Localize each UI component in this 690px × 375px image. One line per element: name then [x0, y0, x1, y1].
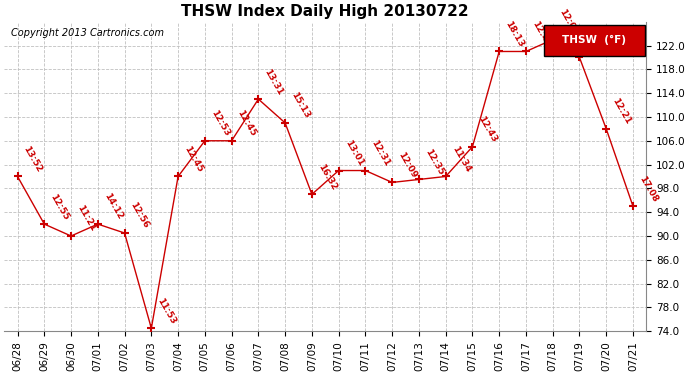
FancyBboxPatch shape — [544, 25, 645, 56]
Text: 12:45: 12:45 — [182, 144, 204, 174]
Text: THSW  (°F): THSW (°F) — [562, 35, 627, 45]
Text: 12:56: 12:56 — [129, 201, 151, 230]
Text: 12:35: 12:35 — [423, 147, 445, 177]
Title: THSW Index Daily High 20130722: THSW Index Daily High 20130722 — [181, 4, 469, 19]
Text: 11:21: 11:21 — [75, 204, 97, 233]
Text: 12:43: 12:43 — [530, 19, 552, 49]
Text: 12:43: 12:43 — [477, 114, 499, 144]
Text: Copyright 2013 Cartronics.com: Copyright 2013 Cartronics.com — [10, 28, 164, 38]
Text: 12:20: 12:20 — [584, 26, 606, 55]
Text: 12:08: 12:08 — [557, 8, 579, 37]
Text: 17:08: 17:08 — [637, 174, 659, 204]
Text: 15:13: 15:13 — [289, 91, 311, 120]
Text: 13:52: 13:52 — [21, 144, 44, 174]
Text: 12:09: 12:09 — [396, 150, 418, 180]
Text: 11:34: 11:34 — [450, 144, 472, 174]
Text: 12:31: 12:31 — [370, 138, 392, 168]
Text: 13:01: 13:01 — [343, 139, 365, 168]
Text: 11:53: 11:53 — [155, 296, 177, 326]
Text: 12:53: 12:53 — [209, 109, 231, 138]
Text: 12:45: 12:45 — [236, 109, 258, 138]
Text: 13:31: 13:31 — [262, 67, 285, 96]
Text: 14:12: 14:12 — [102, 192, 124, 221]
Text: 12:55: 12:55 — [48, 192, 70, 221]
Text: 12:21: 12:21 — [611, 97, 633, 126]
Text: 16:32: 16:32 — [316, 162, 338, 192]
Text: 18:13: 18:13 — [504, 20, 526, 49]
